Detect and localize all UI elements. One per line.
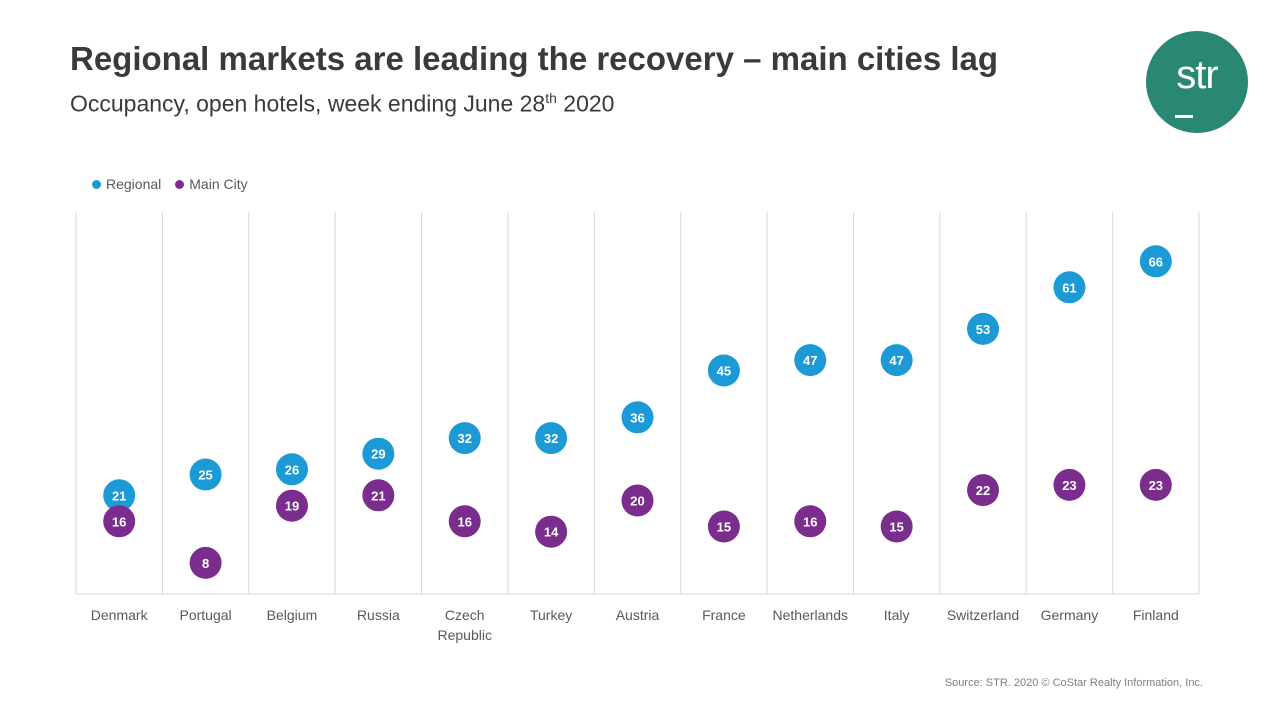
point-main-city-france	[707, 510, 740, 543]
subtitle-text: Occupancy, open hotels, week ending June…	[70, 90, 546, 117]
data-label-regional-portugal: 25	[198, 468, 212, 483]
chart-title: Regional markets are leading the recover…	[70, 40, 999, 77]
point-regional-france	[707, 354, 740, 387]
data-label-regional-denmark: 21	[112, 488, 126, 503]
x-tick-label-italy: Italy	[884, 607, 910, 623]
point-main-city-germany	[1053, 468, 1086, 501]
data-label-regional-turkey: 32	[544, 431, 558, 446]
data-label-regional-germany: 61	[1062, 280, 1076, 295]
data-label-regional-switzerland: 53	[976, 322, 990, 337]
str-logo-text: str	[1176, 53, 1218, 97]
point-main-city-turkey	[535, 515, 568, 548]
data-label-regional-czech-republic: 32	[457, 431, 471, 446]
data-label-main-city-france: 15	[717, 520, 731, 535]
data-label-main-city-switzerland: 22	[976, 483, 990, 498]
point-main-city-russia	[362, 479, 395, 512]
data-label-regional-austria: 36	[630, 410, 644, 425]
x-tick-label-line: Switzerland	[947, 607, 1019, 623]
point-regional-russia	[362, 437, 395, 470]
point-main-city-austria	[621, 484, 654, 517]
x-tick-label-line: Belgium	[267, 607, 318, 623]
point-main-city-netherlands	[794, 505, 827, 538]
x-tick-label-netherlands: Netherlands	[773, 607, 849, 623]
subtitle-superscript: th	[545, 90, 557, 106]
x-tick-label-line: Republic	[437, 627, 491, 643]
x-tick-label-portugal: Portugal	[179, 607, 231, 623]
point-regional-finland	[1139, 245, 1172, 278]
data-label-main-city-denmark: 16	[112, 514, 126, 529]
point-main-city-portugal	[189, 546, 222, 579]
point-regional-germany	[1053, 271, 1086, 304]
x-tick-label-austria: Austria	[616, 607, 660, 623]
point-main-city-finland	[1139, 468, 1172, 501]
data-label-regional-belgium: 26	[285, 462, 299, 477]
point-regional-switzerland	[967, 312, 1000, 345]
x-tick-label-france: France	[702, 607, 746, 623]
point-regional-netherlands	[794, 344, 827, 377]
x-tick-label-turkey: Turkey	[530, 607, 572, 623]
data-label-regional-netherlands: 47	[803, 353, 817, 368]
data-label-main-city-turkey: 14	[544, 525, 559, 540]
x-tick-label-belgium: Belgium	[267, 607, 318, 623]
point-regional-czech-republic	[448, 422, 481, 455]
x-tick-label-line: Russia	[357, 607, 400, 623]
point-regional-belgium	[275, 453, 308, 486]
x-tick-label-line: Germany	[1041, 607, 1099, 623]
str-logo: str	[1146, 31, 1248, 133]
data-label-main-city-finland: 23	[1149, 478, 1163, 493]
x-tick-label-denmark: Denmark	[91, 607, 149, 623]
point-main-city-switzerland	[967, 474, 1000, 507]
x-tick-label-finland: Finland	[1133, 607, 1179, 623]
data-label-main-city-belgium: 19	[285, 499, 299, 514]
data-label-regional-france: 45	[717, 364, 731, 379]
chart-legend: Regional Main City	[92, 176, 248, 192]
x-tick-label-line: Czech	[445, 607, 485, 623]
data-label-main-city-netherlands: 16	[803, 514, 817, 529]
data-label-regional-finland: 66	[1149, 254, 1163, 269]
point-regional-austria	[621, 401, 654, 434]
point-main-city-denmark	[103, 505, 136, 538]
point-main-city-italy	[880, 510, 913, 543]
data-label-main-city-portugal: 8	[202, 556, 209, 571]
x-tick-label-line: Italy	[884, 607, 910, 623]
point-regional-portugal	[189, 458, 222, 491]
x-tick-label-czech-republic: Czech Republic	[437, 607, 491, 643]
data-label-main-city-austria: 20	[630, 494, 644, 509]
data-label-regional-russia: 29	[371, 447, 385, 462]
x-tick-label-line: Austria	[616, 607, 660, 623]
legend-label-regional: Regional	[106, 176, 162, 192]
legend-item-main-city: Main City	[175, 176, 248, 192]
legend-item-regional: Regional	[92, 176, 161, 192]
point-regional-italy	[880, 344, 913, 377]
x-tick-label-germany: Germany	[1041, 607, 1099, 623]
legend-label-main-city: Main City	[189, 176, 248, 192]
source-note: Source: STR. 2020 © CoStar Realty Inform…	[944, 677, 1203, 689]
x-tick-label-line: Denmark	[91, 607, 149, 623]
x-tick-label-switzerland: Switzerland	[947, 607, 1019, 623]
x-tick-label-line: France	[702, 607, 746, 623]
point-regional-denmark	[103, 479, 136, 512]
x-tick-label-line: Finland	[1133, 607, 1179, 623]
legend-dot-regional	[92, 179, 101, 189]
x-tick-label-line: Netherlands	[773, 607, 849, 623]
str-logo-underline	[1175, 115, 1193, 118]
point-regional-turkey	[535, 422, 568, 455]
data-label-main-city-germany: 23	[1062, 478, 1076, 493]
point-main-city-czech-republic	[448, 505, 481, 538]
x-tick-label-russia: Russia	[357, 607, 400, 623]
data-label-main-city-italy: 15	[889, 520, 903, 535]
data-label-main-city-russia: 21	[371, 488, 385, 503]
data-label-regional-italy: 47	[889, 353, 903, 368]
x-tick-label-line: Turkey	[530, 607, 572, 623]
point-main-city-belgium	[275, 489, 308, 522]
data-label-main-city-czech-republic: 16	[457, 514, 471, 529]
x-tick-label-line: Portugal	[179, 607, 231, 623]
legend-dot-main-city	[175, 179, 185, 189]
chart-subtitle: Occupancy, open hotels, week ending June…	[70, 90, 614, 118]
subtitle-year: 2020	[556, 90, 615, 117]
